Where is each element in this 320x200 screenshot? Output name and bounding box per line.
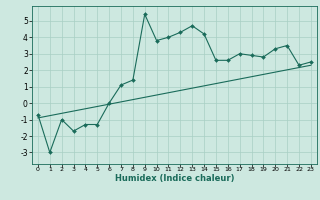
X-axis label: Humidex (Indice chaleur): Humidex (Indice chaleur) bbox=[115, 174, 234, 183]
